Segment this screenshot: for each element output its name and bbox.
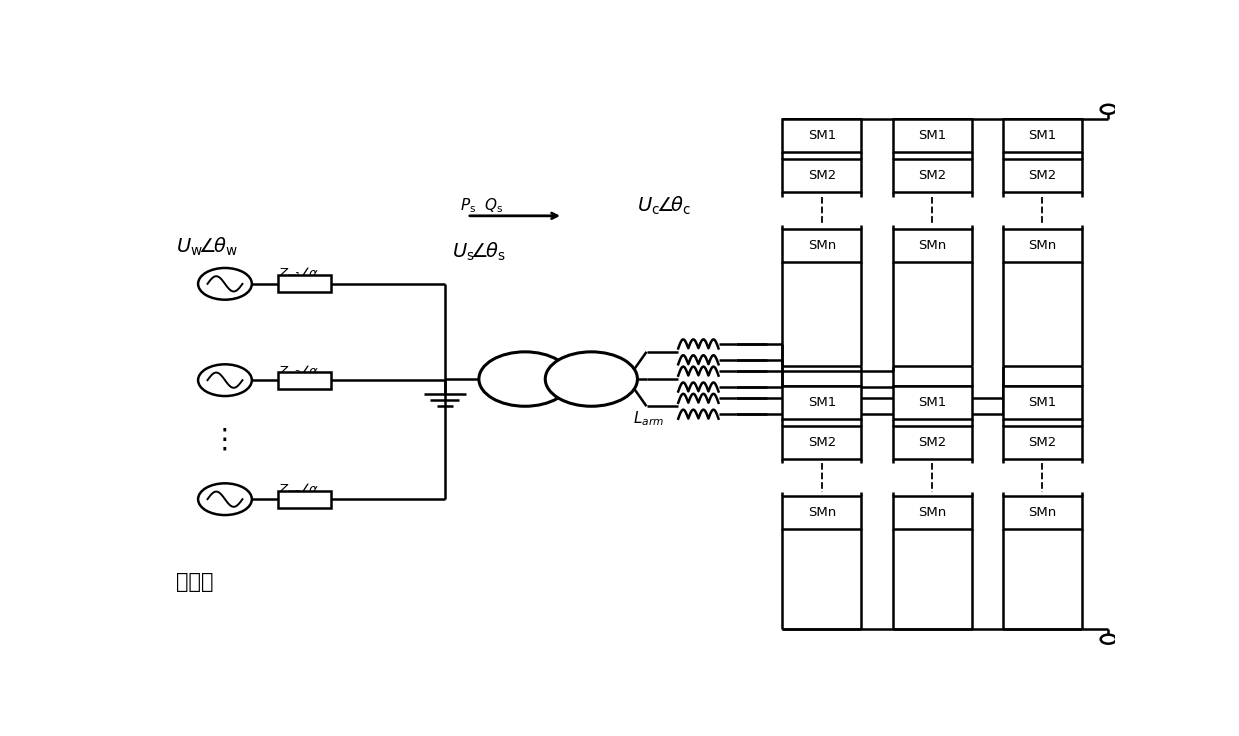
Bar: [783, 159, 861, 192]
Bar: [1004, 159, 1082, 192]
Bar: [783, 230, 861, 262]
Bar: [1004, 119, 1082, 152]
Text: SM2: SM2: [808, 436, 836, 449]
Text: $U_{\rm w}\!\angle\!\theta_{\rm w}$: $U_{\rm w}\!\angle\!\theta_{\rm w}$: [176, 236, 238, 258]
Bar: [893, 386, 971, 420]
Bar: [893, 426, 971, 459]
Bar: [278, 372, 331, 389]
Bar: [783, 426, 861, 459]
Text: SM1: SM1: [808, 397, 836, 409]
Bar: [783, 119, 861, 152]
Text: SM1: SM1: [1028, 130, 1057, 143]
Circle shape: [198, 268, 252, 300]
Bar: [1004, 496, 1082, 529]
Bar: [278, 491, 331, 508]
Text: $Z_{\rm wn}\!\angle\!\alpha$: $Z_{\rm wn}\!\angle\!\alpha$: [278, 481, 320, 498]
Text: SMn: SMn: [808, 506, 836, 520]
Text: SM2: SM2: [1028, 436, 1057, 449]
Text: $P_{\rm s}$  $Q_{\rm s}$: $P_{\rm s}$ $Q_{\rm s}$: [460, 197, 504, 215]
Text: SM1: SM1: [918, 397, 947, 409]
Bar: [1004, 386, 1082, 420]
Text: SMn: SMn: [1028, 239, 1057, 252]
Circle shape: [198, 364, 252, 396]
Bar: [1004, 230, 1082, 262]
Text: SMn: SMn: [918, 239, 947, 252]
Bar: [783, 386, 861, 420]
Circle shape: [479, 352, 571, 406]
Text: SM2: SM2: [1028, 169, 1057, 182]
Text: SM1: SM1: [808, 130, 836, 143]
Text: SM1: SM1: [1028, 397, 1057, 409]
Text: SM2: SM2: [918, 169, 947, 182]
Bar: [783, 496, 861, 529]
Text: ⋮: ⋮: [211, 425, 239, 453]
Bar: [893, 159, 971, 192]
Text: $Z_{\rm w1}\!\angle\!\alpha$: $Z_{\rm w1}\!\angle\!\alpha$: [278, 266, 320, 282]
Text: SM2: SM2: [808, 169, 836, 182]
Text: SM1: SM1: [918, 130, 947, 143]
Text: 风电场: 风电场: [176, 573, 213, 592]
Text: $L_{arm}$: $L_{arm}$: [633, 408, 664, 428]
Circle shape: [545, 352, 637, 406]
Bar: [893, 496, 971, 529]
Text: $Z_{\rm w2}\!\angle\!\alpha$: $Z_{\rm w2}\!\angle\!\alpha$: [278, 364, 320, 380]
Text: SM2: SM2: [918, 436, 947, 449]
Text: SMn: SMn: [808, 239, 836, 252]
Bar: [1004, 426, 1082, 459]
Text: $U_{\rm s}\!\angle\!\theta_{\rm s}$: $U_{\rm s}\!\angle\!\theta_{\rm s}$: [451, 241, 506, 263]
Circle shape: [1100, 105, 1116, 114]
Circle shape: [198, 484, 252, 515]
Circle shape: [1100, 634, 1116, 644]
Text: SMn: SMn: [1028, 506, 1057, 520]
Text: $U_{\rm c}\!\angle\!\theta_{\rm c}$: $U_{\rm c}\!\angle\!\theta_{\rm c}$: [637, 194, 691, 217]
Bar: [278, 275, 331, 292]
Text: SMn: SMn: [918, 506, 947, 520]
Bar: [893, 119, 971, 152]
Bar: [893, 230, 971, 262]
